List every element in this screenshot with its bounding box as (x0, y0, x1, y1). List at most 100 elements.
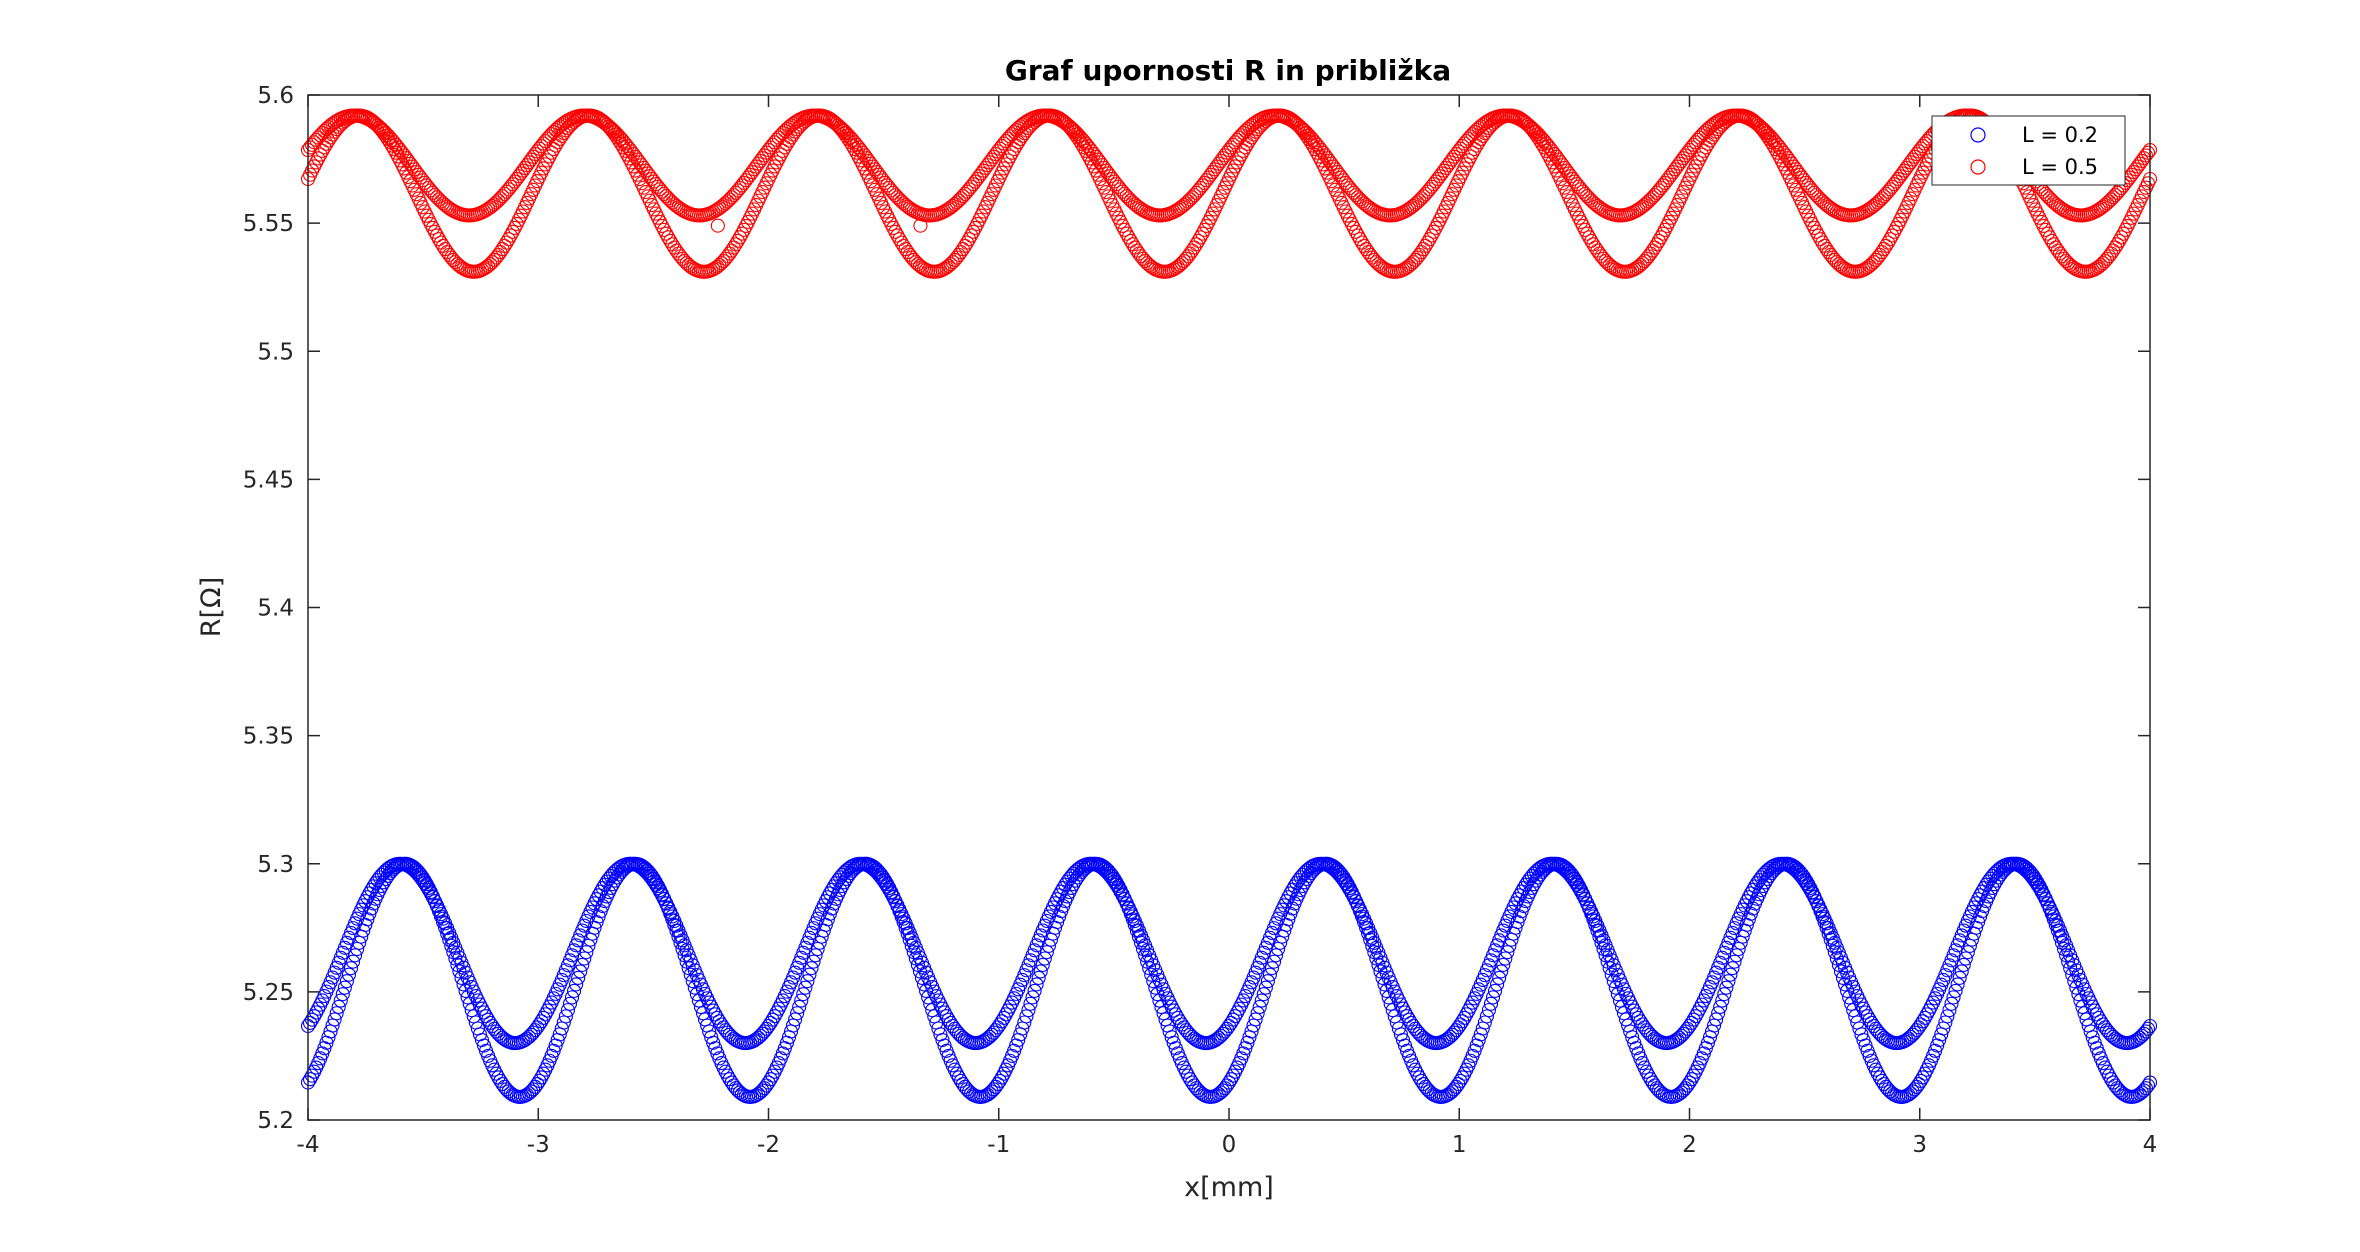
data-point (886, 220, 901, 235)
data-point (450, 957, 465, 972)
data-point (1649, 237, 1664, 252)
data-point (1031, 970, 1046, 985)
data-point (571, 970, 586, 985)
data-point (1002, 149, 1018, 164)
data-point (454, 970, 469, 985)
data-point (788, 1012, 803, 1027)
data-point (878, 873, 893, 888)
data-point (1717, 987, 1732, 1002)
data-point (773, 147, 788, 162)
data-point (1919, 1007, 1934, 1022)
data-point (542, 149, 557, 164)
data-point (1870, 1066, 1885, 1081)
data-point (1614, 999, 1630, 1015)
data-point (728, 237, 743, 252)
data-point (689, 987, 704, 1002)
data-point (333, 993, 348, 1008)
data-point (1426, 224, 1441, 239)
data-point (1234, 147, 1249, 162)
data-point (1037, 951, 1052, 966)
data-point (1367, 945, 1382, 960)
data-point (302, 1072, 318, 1087)
data-point (1377, 977, 1392, 992)
data-point (959, 235, 975, 250)
data-point (910, 957, 925, 972)
data-point (1119, 226, 1134, 241)
data-point (1346, 220, 1361, 235)
data-point (923, 996, 938, 1011)
data-point (1481, 1003, 1496, 1018)
data-point (2118, 222, 2133, 237)
data-point (732, 230, 747, 245)
data-point (1985, 880, 2000, 896)
data-point (1146, 974, 1161, 989)
data-point (916, 977, 932, 992)
data-point (994, 1014, 1009, 1029)
data-point (685, 974, 700, 989)
data-point (798, 980, 813, 995)
data-point (1768, 142, 1783, 157)
data-point (1395, 1001, 1411, 1016)
data-point (808, 948, 823, 963)
data-point (726, 240, 741, 255)
data-point (1488, 983, 1503, 998)
data-point (1915, 1070, 1930, 1085)
data-point (904, 938, 919, 953)
data-point (1312, 149, 1327, 164)
data-point (1921, 1003, 1937, 1018)
data-point (1840, 983, 1855, 998)
data-point (1707, 1018, 1722, 1033)
data-point (305, 1012, 320, 1027)
data-point (671, 929, 686, 944)
data-point (1647, 240, 1662, 255)
data-point (1917, 1010, 1932, 1026)
data-point (1004, 145, 1020, 160)
data-point (1348, 224, 1363, 239)
data-point (1465, 145, 1480, 160)
data-point (456, 977, 471, 992)
data-point (350, 941, 365, 957)
data-point (888, 224, 903, 239)
data-point (1195, 226, 1210, 241)
legend: L = 0.2 L = 0.5 (1931, 115, 2126, 186)
y-tick-label: 5.6 (257, 83, 294, 109)
data-point (775, 143, 790, 158)
data-point (1025, 990, 1040, 1005)
data-point (1193, 230, 1208, 245)
data-point (573, 964, 588, 979)
series-1 (300, 856, 2158, 1104)
data-point (1880, 235, 1896, 250)
data-point (1958, 951, 1973, 966)
data-point (1422, 232, 1437, 247)
data-point (687, 980, 702, 995)
data-point (1490, 977, 1505, 992)
data-point (2042, 230, 2057, 245)
y-axis-label: R[Ω] (196, 577, 227, 637)
data-point (1655, 226, 1670, 241)
data-point (655, 218, 670, 233)
data-point (618, 143, 633, 158)
data-point (2030, 875, 2045, 890)
data-point (695, 1006, 711, 1021)
data-point (1271, 941, 1286, 957)
data-point (835, 878, 850, 894)
data-point (1524, 880, 1539, 896)
data-point (2059, 948, 2074, 963)
data-point (1833, 964, 1848, 979)
data-point (1690, 1005, 1705, 1020)
data-point (1533, 133, 1548, 148)
data-point (1612, 993, 1627, 1008)
data-point (1369, 951, 1384, 966)
data-point (1942, 1003, 1957, 1018)
data-point (2140, 145, 2155, 160)
data-point (1254, 993, 1269, 1008)
y-tick-label: 5.4 (257, 596, 294, 622)
data-point (1719, 980, 1734, 995)
data-point (847, 142, 862, 157)
data-point (1248, 1012, 1263, 1027)
data-point (1264, 961, 1280, 976)
data-point (1811, 228, 1826, 243)
data-point (890, 228, 905, 243)
data-point (1727, 954, 1742, 969)
data-point (851, 149, 866, 164)
